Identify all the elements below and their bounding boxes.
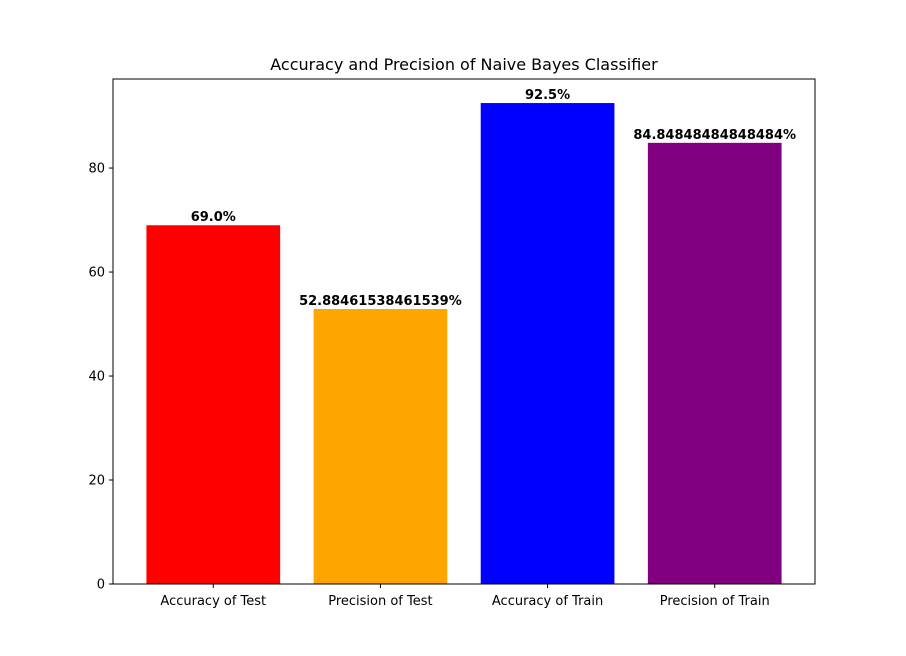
bar-4 [647, 142, 782, 585]
bar-value-label-4: 84.84848484848484% [633, 128, 796, 143]
bar-2 [313, 309, 448, 584]
x-tick-label-2: Precision of Test [328, 594, 432, 609]
bar-3 [480, 103, 615, 585]
plot-area: 69.0% 52.88461538461539% 92.5% 84.848484848… [88, 78, 816, 609]
plot-frame [112, 78, 816, 585]
y-tick-label-3: 60 [88, 266, 105, 281]
x-tick-label-3: Accuracy of Train [492, 594, 603, 609]
bar-value-label-2: 52.88461538461539% [299, 294, 462, 309]
x-tick-label-1: Accuracy of Test [160, 594, 266, 609]
bar-value-label-3: 92.5% [525, 88, 570, 103]
x-tick-label-4: Precision of Train [660, 594, 770, 609]
y-tick-label-1: 20 [88, 474, 105, 489]
y-tick-label-2: 40 [88, 370, 105, 385]
y-tick-label-4: 80 [88, 162, 105, 177]
bar-value-label-1: 69.0% [191, 210, 236, 225]
bar-1 [146, 225, 281, 584]
y-tick-label-0: 0 [97, 578, 105, 593]
chart-title: Accuracy and Precision of Naive Bayes Cl… [270, 55, 658, 74]
